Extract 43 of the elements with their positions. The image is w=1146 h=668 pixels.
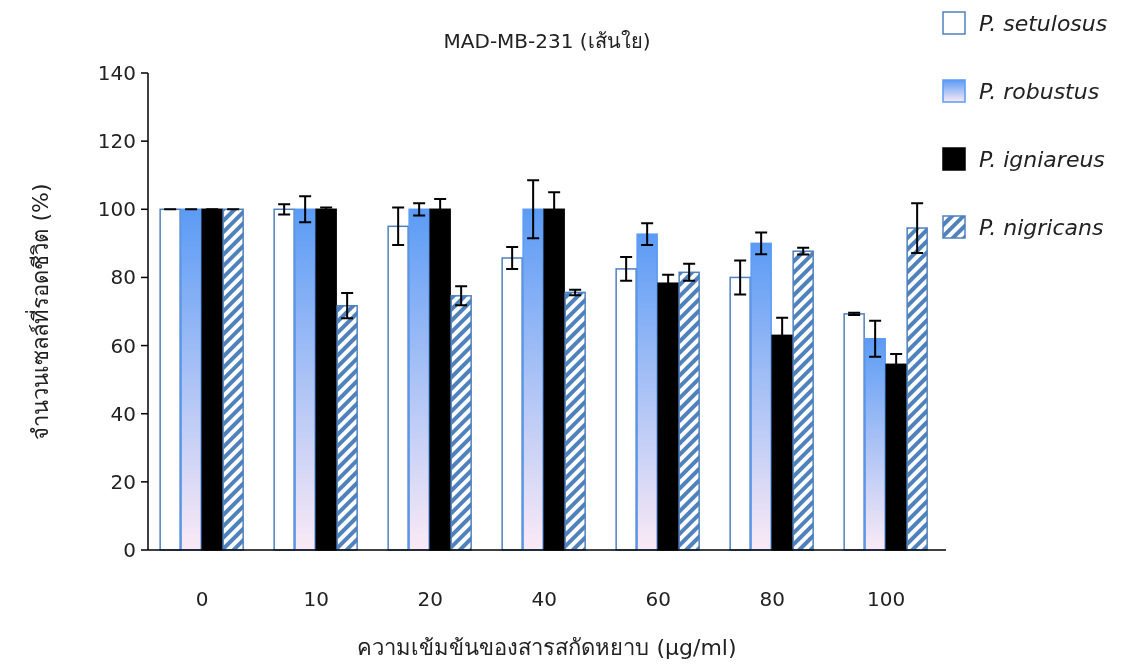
x-tick-label: 0 bbox=[195, 587, 209, 611]
x-tick-label: 80 bbox=[759, 587, 785, 611]
bar bbox=[750, 242, 772, 551]
x-tick-label: 60 bbox=[645, 587, 671, 611]
bar bbox=[615, 268, 637, 551]
bar bbox=[501, 257, 523, 551]
legend-label: P. nigricans bbox=[979, 215, 1104, 240]
bar bbox=[564, 291, 586, 551]
bar bbox=[336, 304, 358, 551]
bar bbox=[522, 208, 544, 551]
bar bbox=[729, 276, 751, 551]
bar bbox=[294, 208, 316, 551]
bar bbox=[180, 208, 202, 551]
chart-title: MAD-MB-231 (เส้นใย) bbox=[443, 29, 651, 53]
bar bbox=[273, 208, 295, 551]
y-tick-label: 0 bbox=[123, 538, 136, 562]
bar bbox=[159, 208, 181, 551]
bar bbox=[450, 295, 472, 551]
y-tick-label: 140 bbox=[97, 61, 136, 85]
legend-label: P. setulosus bbox=[979, 11, 1108, 36]
x-tick-label: 20 bbox=[417, 587, 443, 611]
legend-label: P. igniareus bbox=[979, 147, 1105, 172]
legend-label: P. robustus bbox=[979, 79, 1100, 104]
x-tick-label: 10 bbox=[303, 587, 329, 611]
bar bbox=[222, 208, 244, 551]
bar bbox=[792, 250, 814, 551]
bar bbox=[906, 227, 928, 551]
y-tick-label: 100 bbox=[97, 197, 136, 222]
bar bbox=[843, 313, 865, 551]
bar bbox=[678, 271, 700, 551]
y-tick-label: 40 bbox=[110, 401, 136, 426]
bar bbox=[387, 225, 409, 551]
bar bbox=[636, 233, 658, 551]
y-axis-title: จำนวนเซลล์ที่รอดชีวิต (%) bbox=[25, 183, 53, 440]
y-tick-label: 20 bbox=[110, 469, 136, 494]
x-tick-label: 100 bbox=[867, 587, 906, 611]
y-tick-label: 80 bbox=[110, 265, 136, 290]
bar bbox=[408, 208, 430, 551]
x-tick-label: 40 bbox=[531, 587, 557, 611]
y-tick-label: 120 bbox=[97, 129, 136, 154]
x-axis-title: ความเข้มข้นของสารสกัดหยาบ (μg/ml) bbox=[357, 635, 737, 660]
y-tick-label: 60 bbox=[110, 333, 136, 358]
bar bbox=[864, 338, 886, 551]
